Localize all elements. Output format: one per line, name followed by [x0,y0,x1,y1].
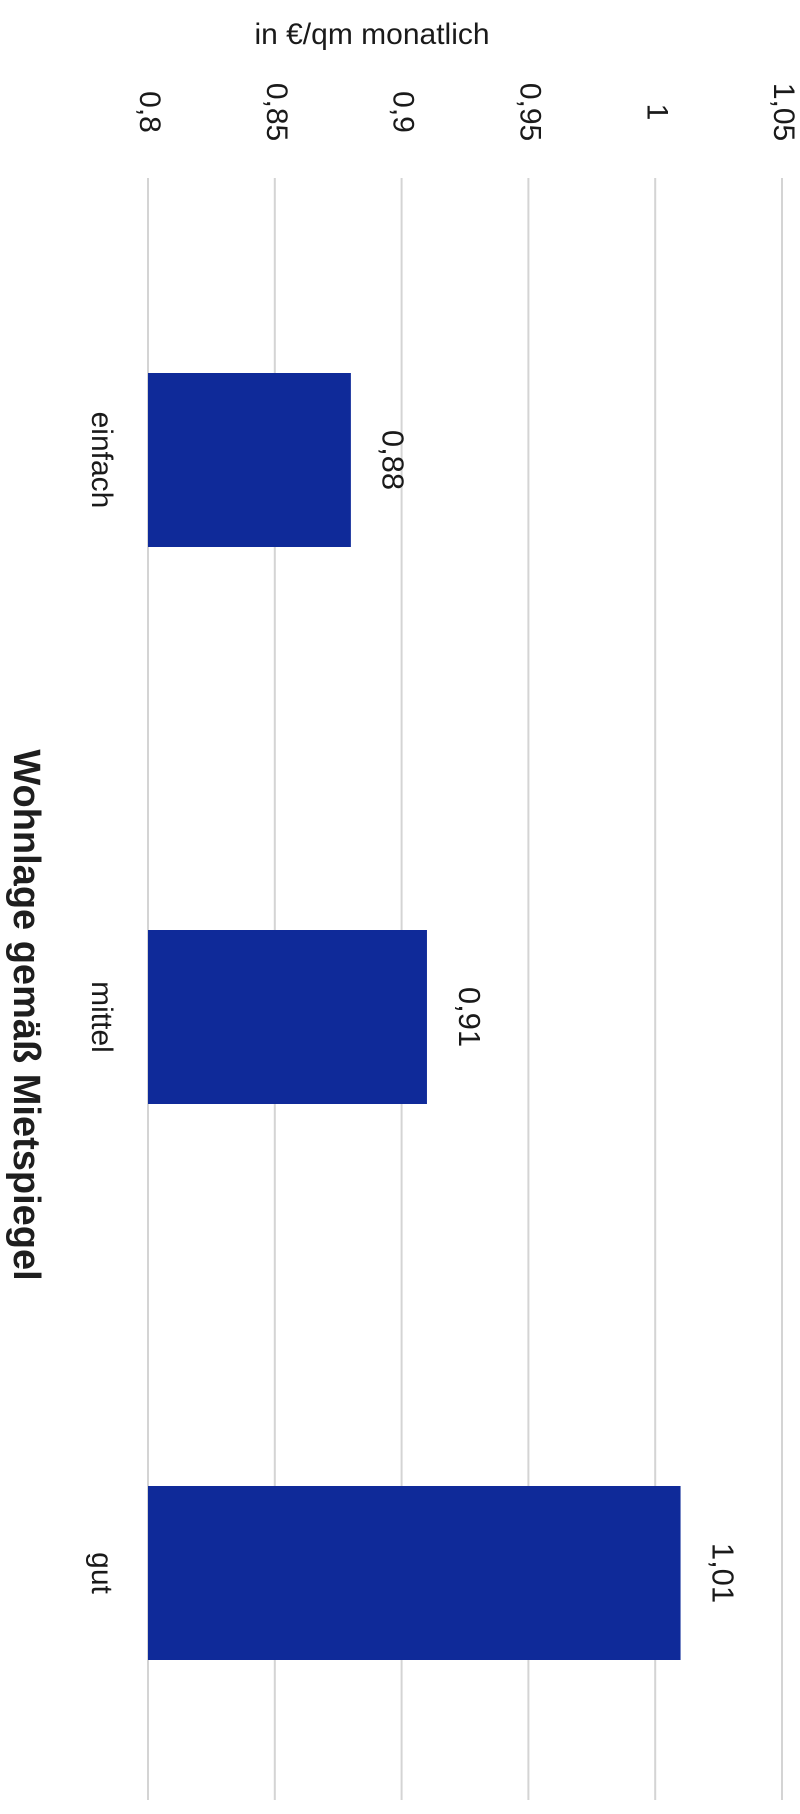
category-label: einfach [85,412,118,509]
y-tick-label: 0,8 [133,91,166,133]
y-tick-label: 1,05 [767,83,800,141]
data-label: 0,91 [452,987,487,1047]
category-label: gut [85,1552,118,1594]
labels: 0,8 0,85 0,9 0,95 1 1,05 einfach 0,88 mittel 0,91… [85,83,800,1603]
y-tick-label: 0,95 [513,83,546,141]
category-label: mittel [85,981,118,1053]
bar-mittel [148,930,427,1104]
data-label: 1,01 [705,1543,740,1603]
data-label: 0,88 [376,430,411,490]
bars [148,373,681,1660]
y-tick-label: 0,9 [387,91,420,133]
bar-einfach [148,373,351,547]
bar-gut [148,1486,681,1660]
y-axis-label: in €/qm monatlich [254,18,489,51]
x-axis-label: Wohnlage gemäß Mietspiegel [5,749,47,1280]
y-tick-label: 1 [640,104,673,121]
y-tick-label: 0,85 [260,83,293,141]
